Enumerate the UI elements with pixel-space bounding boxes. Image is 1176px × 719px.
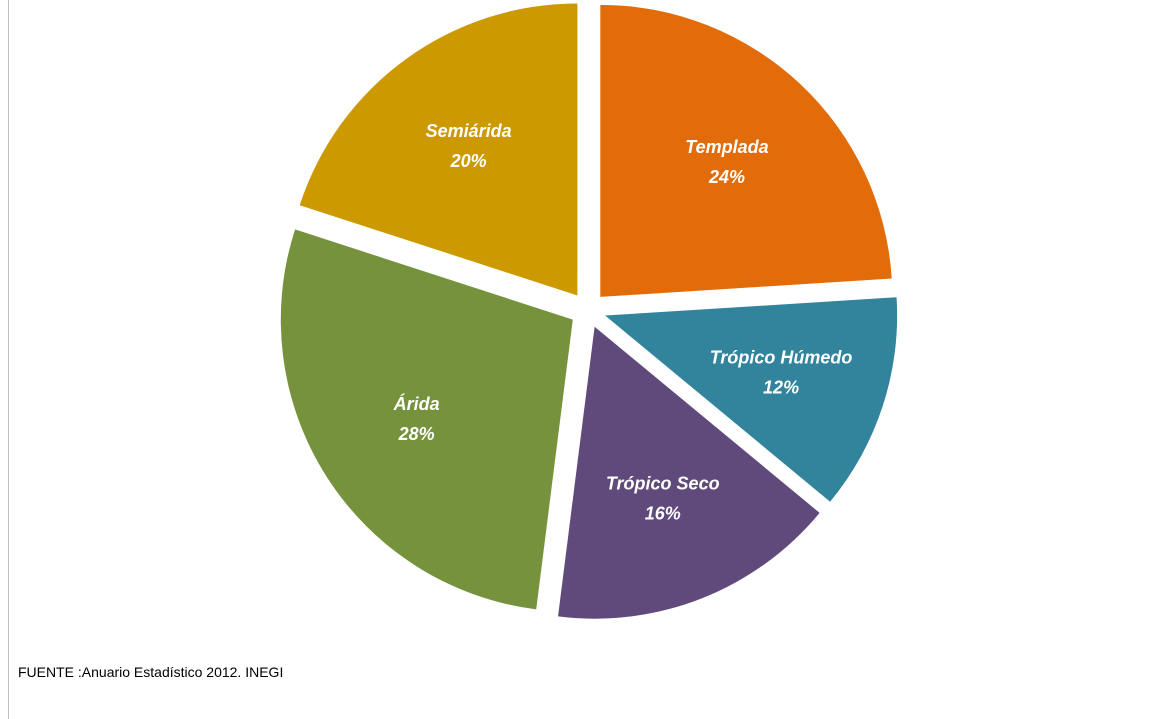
pie-slices bbox=[280, 3, 898, 619]
left-border-line bbox=[8, 0, 9, 719]
slice-percent-label-4: 20% bbox=[450, 151, 487, 171]
pie-slice-0 bbox=[600, 4, 892, 297]
slice-percent-label-1: 12% bbox=[763, 378, 799, 398]
pie-slice-3 bbox=[280, 229, 573, 610]
pie-slice-2 bbox=[558, 326, 820, 619]
slice-name-label-1: Trópico Húmedo bbox=[710, 348, 853, 368]
slice-name-label-4: Semiárida bbox=[426, 121, 512, 141]
slice-name-label-2: Trópico Seco bbox=[606, 474, 720, 494]
pie-slice-4 bbox=[299, 3, 578, 296]
slice-percent-label-0: 24% bbox=[708, 167, 745, 187]
pie-slice-1 bbox=[605, 297, 898, 502]
pie-labels: Templada 24% Trópico Húmedo 12% Trópico Seco… bbox=[393, 121, 853, 524]
slice-percent-label-3: 28% bbox=[398, 424, 435, 444]
slice-name-label-3: Árida bbox=[393, 393, 440, 414]
source-note: FUENTE :Anuario Estadístico 2012. INEGI bbox=[18, 664, 284, 680]
slice-name-label-0: Templada bbox=[685, 137, 768, 157]
slice-percent-label-2: 16% bbox=[645, 504, 681, 524]
